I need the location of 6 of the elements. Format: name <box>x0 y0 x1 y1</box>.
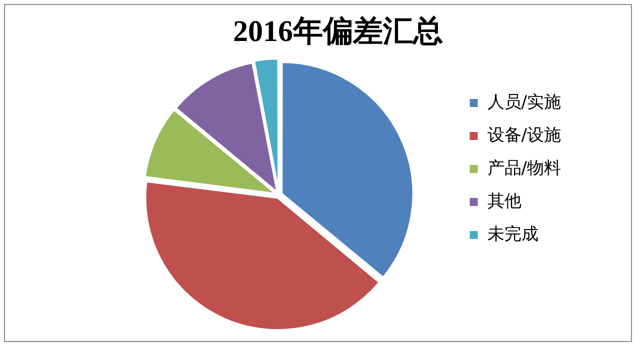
legend-label: 未完成 <box>487 224 538 244</box>
chart-title: 2016年偏差汇总 <box>233 14 443 48</box>
legend-label: 人员/实施 <box>487 92 562 112</box>
legend-label: 产品/物料 <box>487 158 562 178</box>
legend-label: 其他 <box>487 191 522 212</box>
legend-label: 设备/设施 <box>487 125 562 146</box>
